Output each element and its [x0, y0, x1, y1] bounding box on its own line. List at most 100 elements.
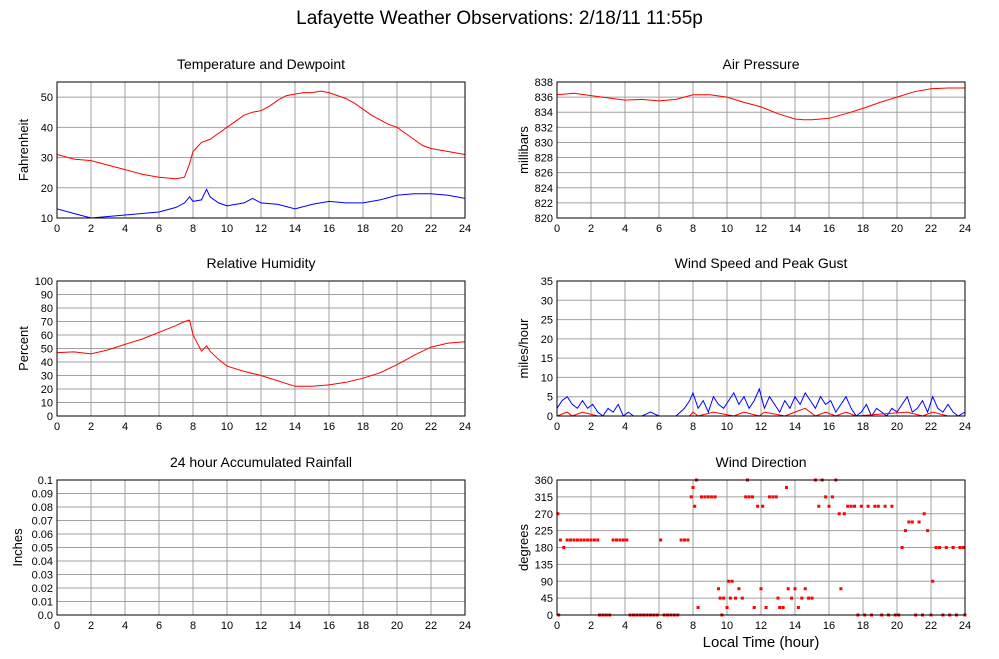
rain-ytick-label: 0.04	[32, 556, 53, 568]
direction-plot-frame	[556, 479, 966, 616]
pressure-ytick-label: 822	[535, 198, 553, 210]
direction-point	[785, 486, 788, 489]
direction-point	[565, 538, 569, 542]
pressure-xtick-label: 22	[925, 223, 937, 235]
direction-point	[904, 529, 907, 533]
direction-point	[817, 504, 821, 508]
direction-ytick-label: 90	[541, 576, 553, 588]
temp-xtick-label: 22	[425, 223, 437, 235]
temp-xtick-label: 18	[357, 223, 369, 235]
pressure-ytick-label: 832	[535, 122, 553, 134]
direction-point	[611, 538, 615, 542]
direction-point	[846, 504, 850, 508]
direction-point	[790, 596, 794, 600]
rain-xtick-label: 4	[122, 620, 128, 632]
temp-xtick-label: 16	[323, 223, 335, 235]
wind-ytick-label: 15	[541, 353, 553, 365]
direction-point	[686, 538, 690, 542]
direction-point	[625, 538, 629, 542]
humidity-ytick-label: 30	[41, 371, 53, 383]
pressure-ytick-label: 834	[535, 107, 553, 119]
rain-ytick-label: 0.08	[32, 502, 53, 514]
direction-ytick-label: 225	[535, 526, 553, 538]
direction-point	[693, 504, 697, 508]
direction-point	[876, 504, 880, 508]
humidity-xtick-label: 20	[391, 421, 403, 433]
humidity-plot-frame	[56, 280, 466, 417]
direction-point	[615, 538, 618, 542]
direction-ytick-label: 360	[535, 475, 553, 487]
temp-ylabel: Fahrenheit	[16, 119, 31, 182]
wind-xtick-label: 16	[823, 421, 835, 433]
direction-point	[751, 495, 754, 499]
humidity-ytick-label: 90	[41, 290, 53, 302]
humidity-xtick-label: 6	[156, 421, 162, 433]
page-title: Lafayette Weather Observations: 2/18/11 …	[296, 8, 703, 29]
direction-point	[781, 606, 785, 609]
direction-point	[756, 504, 760, 508]
pressure-title: Air Pressure	[722, 56, 799, 72]
direction-point	[824, 495, 828, 499]
humidity-xtick-label: 4	[122, 421, 128, 433]
humidity-xtick-label: 22	[425, 421, 437, 433]
direction-xtick-label: 8	[690, 620, 696, 632]
wind-xtick-label: 20	[891, 421, 903, 433]
humidity-ytick-label: 20	[41, 384, 53, 396]
direction-point	[727, 579, 731, 583]
humidity-xtick-label: 12	[255, 421, 267, 433]
wind-ytick-label: 10	[541, 372, 553, 384]
rain-xtick-label: 0	[54, 620, 60, 632]
humidity-xtick-label: 16	[323, 421, 335, 433]
rain-xtick-label: 2	[88, 620, 94, 632]
direction-point	[873, 504, 877, 508]
pressure-xtick-label: 10	[721, 223, 733, 235]
rain-ytick-label: 0.05	[32, 543, 53, 555]
direction-point	[744, 495, 748, 499]
rain-ylabel: Inches	[10, 528, 25, 567]
direction-point	[890, 504, 894, 508]
humidity-title: Relative Humidity	[207, 255, 316, 271]
x-axis-label: Local Time (hour)	[702, 634, 820, 651]
temp-title: Temperature and Dewpoint	[177, 56, 345, 72]
temp-xtick-label: 10	[221, 223, 233, 235]
rain-xtick-label: 8	[190, 620, 196, 632]
pressure-xtick-label: 6	[656, 223, 662, 235]
rain-xtick-label: 12	[255, 620, 267, 632]
direction-point	[728, 596, 732, 600]
direction-point	[679, 538, 683, 542]
direction-point	[778, 606, 782, 609]
direction-point	[734, 596, 737, 600]
wind-xtick-label: 4	[622, 421, 628, 433]
rain-ytick-label: 0.03	[32, 570, 53, 582]
temp-xtick-label: 24	[459, 223, 471, 235]
direction-xtick-label: 18	[857, 620, 869, 632]
temp-ytick-label: 30	[41, 153, 53, 165]
direction-point	[910, 520, 914, 524]
temp-ytick-label: 50	[41, 92, 53, 104]
pressure-xtick-label: 20	[891, 223, 903, 235]
pressure-xtick-label: 12	[755, 223, 767, 235]
direction-point	[582, 538, 586, 542]
pressure-xtick-label: 2	[588, 223, 594, 235]
direction-point	[569, 538, 573, 542]
wind-ytick-label: 35	[541, 276, 553, 288]
wind-xtick-label: 24	[959, 421, 971, 433]
pressure-xtick-label: 0	[554, 223, 560, 235]
rain-xtick-label: 20	[391, 620, 403, 632]
direction-point	[837, 512, 841, 516]
rain-xtick-label: 16	[323, 620, 335, 632]
pressure-xtick-label: 4	[622, 223, 628, 235]
pressure-ytick-label: 838	[535, 77, 553, 89]
rain-ytick-label: 0.07	[32, 516, 53, 528]
temp-xtick-label: 20	[391, 223, 403, 235]
direction-point	[853, 504, 856, 508]
rain-xtick-label: 14	[289, 620, 301, 632]
direction-point	[926, 529, 930, 533]
direction-point	[575, 538, 579, 542]
direction-xtick-label: 20	[891, 620, 903, 632]
temp-xtick-label: 4	[122, 223, 128, 235]
rain-ytick-label: 0.06	[32, 529, 53, 541]
